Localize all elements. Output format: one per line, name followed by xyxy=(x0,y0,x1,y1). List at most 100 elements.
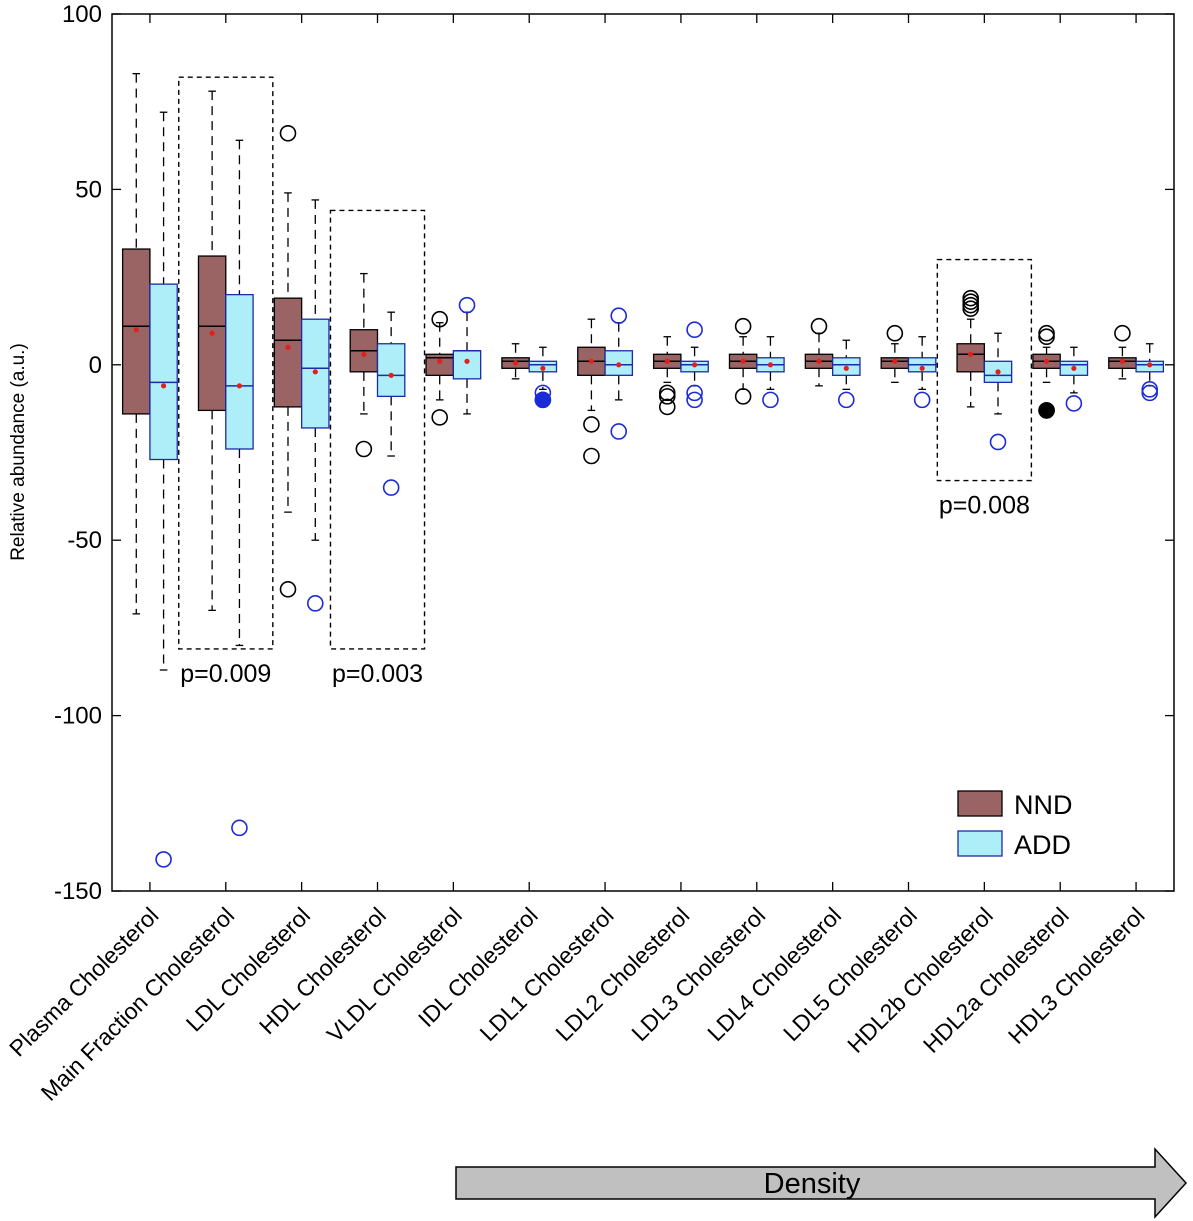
box-iqr xyxy=(956,343,986,373)
mean-point xyxy=(437,358,443,364)
outlier-point xyxy=(583,416,600,433)
mean-point xyxy=(1119,358,1126,364)
outlier-point xyxy=(1065,395,1083,412)
mean-point xyxy=(540,365,546,371)
density-arrow-label: Density xyxy=(764,1168,861,1200)
legend-label-nnd: NND xyxy=(1014,790,1073,820)
p-value-label: p=0.003 xyxy=(332,660,423,688)
p-value-label: p=0.009 xyxy=(180,660,271,688)
y-tick-label: 0 xyxy=(89,352,102,379)
box-iqr xyxy=(452,350,482,380)
x-tick-label: LDL4 Cholesterol xyxy=(702,902,846,1046)
boxes-layer xyxy=(121,72,1165,868)
legend-swatch-add xyxy=(957,830,1003,857)
mean-point xyxy=(512,360,519,366)
outlier-point xyxy=(231,819,248,837)
y-tick-label: 50 xyxy=(75,176,102,203)
x-tick-label: LDL2 Cholesterol xyxy=(550,902,694,1046)
box-add-1 xyxy=(225,139,254,837)
box-add-0 xyxy=(149,111,178,868)
mean-point xyxy=(816,358,822,364)
box-nnd-3 xyxy=(349,272,379,458)
outlier-point xyxy=(658,398,676,416)
outlier-point xyxy=(762,391,779,409)
box-add-9 xyxy=(831,339,861,409)
outlier-point xyxy=(155,851,172,868)
mean-point xyxy=(312,369,318,375)
density-arrow-shape xyxy=(455,1147,1188,1219)
mean-point xyxy=(968,351,974,357)
box-add-6 xyxy=(604,307,634,440)
mean-point xyxy=(664,358,670,364)
x-tick-label: LDL3 Cholesterol xyxy=(626,902,770,1046)
box-nnd-7 xyxy=(652,336,682,416)
x-tick-label: LDL5 Cholesterol xyxy=(778,902,922,1046)
outlier-point xyxy=(382,479,400,496)
significance-box xyxy=(329,209,426,650)
outlier-point xyxy=(989,433,1007,451)
box-nnd-13 xyxy=(1108,324,1137,380)
outlier-point xyxy=(962,289,980,307)
box-add-2 xyxy=(300,199,330,612)
x-tick-label: HDL2a Cholesterol xyxy=(918,902,1074,1058)
mean-point xyxy=(160,383,167,389)
y-tick-label: -100 xyxy=(54,703,102,730)
box-nnd-12 xyxy=(1032,324,1061,419)
box-add-10 xyxy=(907,336,937,409)
x-tick-label: LDL1 Cholesterol xyxy=(475,902,619,1046)
outlier-point xyxy=(837,391,855,409)
box-add-13 xyxy=(1135,343,1165,402)
density-arrow: Density xyxy=(455,1147,1188,1219)
outlier-point xyxy=(686,321,703,339)
outlier-point xyxy=(1141,384,1159,402)
mean-point xyxy=(691,362,698,368)
box-add-11 xyxy=(983,332,1013,451)
mean-point xyxy=(919,365,925,371)
mean-point xyxy=(767,362,774,368)
outlier-point xyxy=(1141,381,1159,398)
outlier-point xyxy=(913,391,931,409)
outlier-point xyxy=(734,317,752,335)
outlier-point xyxy=(686,384,703,402)
box-add-7 xyxy=(680,321,709,409)
p-value-label: p=0.008 xyxy=(939,492,1030,520)
mean-point xyxy=(209,330,215,336)
outlier-point xyxy=(583,447,600,465)
outlier-point xyxy=(355,440,373,458)
outlier-point xyxy=(610,423,628,440)
mean-point xyxy=(1071,365,1077,371)
outlier-point xyxy=(431,310,449,328)
annotation-boxes-layer: p=0.009 p=0.003 p=0.008 xyxy=(178,76,1033,688)
mean-point xyxy=(892,358,898,364)
box-iqr xyxy=(149,283,178,461)
legend-swatch-nnd xyxy=(957,790,1003,817)
box-nnd-9 xyxy=(804,317,834,387)
box-iqr xyxy=(376,343,406,398)
box-add-8 xyxy=(756,336,785,409)
outlier-point xyxy=(734,388,752,405)
mean-point xyxy=(1043,358,1050,364)
outlier-point xyxy=(458,296,476,314)
outlier-point xyxy=(658,384,676,402)
mean-point xyxy=(388,372,394,378)
box-nnd-1 xyxy=(197,90,227,612)
y-axis-label: Relative abundance (a.u.) xyxy=(8,343,29,561)
x-tick-label: HDL Cholesterol xyxy=(254,902,391,1039)
mean-point xyxy=(995,369,1001,375)
mean-point xyxy=(843,365,849,371)
x-tick-label: Plasma Cholesterol xyxy=(4,902,163,1061)
box-iqr xyxy=(273,297,303,408)
outlier-point xyxy=(1038,324,1055,342)
outlier-point xyxy=(810,317,828,335)
mean-point xyxy=(740,358,746,364)
box-iqr xyxy=(225,293,254,450)
x-tick-label: HDL3 Cholesterol xyxy=(1003,902,1150,1049)
box-nnd-2 xyxy=(273,124,303,598)
outlier-point xyxy=(886,324,904,342)
box-nnd-0 xyxy=(121,72,151,615)
outlier-point xyxy=(279,581,297,598)
box-add-3 xyxy=(376,311,406,496)
outlier-point xyxy=(610,307,628,324)
